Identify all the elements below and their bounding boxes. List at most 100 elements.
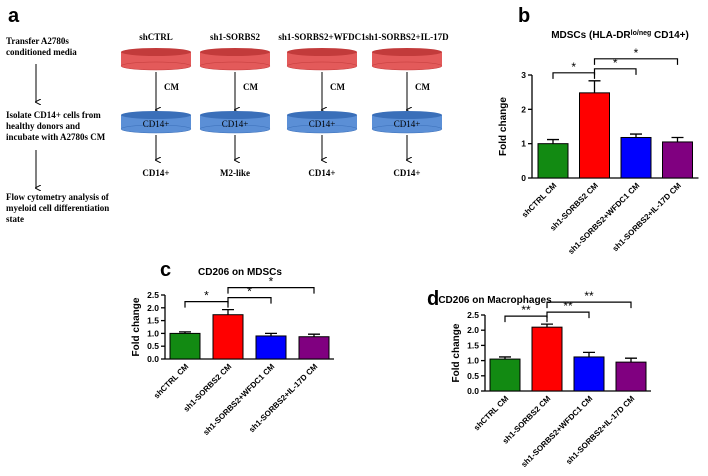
y-tick-label: 0.0 xyxy=(147,354,159,364)
significance-bracket xyxy=(593,58,679,65)
y-tick-label: 2.5 xyxy=(467,310,479,320)
title-part: lo/neg xyxy=(631,30,652,37)
cell-dish-bottom xyxy=(371,124,443,134)
error-bar xyxy=(625,357,637,363)
y-tick-label: 1.5 xyxy=(467,340,479,350)
error-bar xyxy=(499,356,511,360)
error-bar xyxy=(265,332,277,336)
cell-label: CD14+ xyxy=(394,119,421,129)
y-tick-label: 1.0 xyxy=(467,356,479,366)
cell-dish-bottom xyxy=(120,124,192,134)
bar xyxy=(169,332,201,360)
significance-bracket xyxy=(504,315,548,323)
significance-label: ** xyxy=(521,303,531,317)
step-text: Flow cytometry analysis of xyxy=(6,192,110,202)
x-tick-label: sh1-SORBS2+IL-17D CM xyxy=(564,394,636,466)
bar xyxy=(212,314,244,360)
error-bar xyxy=(588,80,601,93)
title-part: CD14+) xyxy=(651,30,689,41)
bar xyxy=(620,136,652,179)
chart-title: MDSCs (HLA-DRlo/neg CD14+) xyxy=(551,30,689,42)
cell-label: CD14+ xyxy=(309,119,336,129)
y-tick-label: 2.0 xyxy=(147,303,159,313)
outcome-label: CD14+ xyxy=(393,168,420,178)
x-tick-label: shCTRL CM xyxy=(472,394,511,433)
bar xyxy=(573,356,605,392)
step-text: incubate with A2780s CM xyxy=(6,132,106,142)
error-bar xyxy=(547,138,559,144)
chart-title: CD206 on MDSCs xyxy=(198,267,282,278)
panel-letter: c xyxy=(160,259,171,281)
significance-label: * xyxy=(613,56,618,70)
significance-label: ** xyxy=(563,299,573,313)
panel-letter: b xyxy=(518,5,530,27)
bar xyxy=(298,336,330,360)
group-label: sh1-SORBS2 xyxy=(210,32,261,42)
y-tick-label: 3 xyxy=(521,70,526,80)
cm-label: CM xyxy=(330,82,345,92)
significance-label: * xyxy=(204,289,209,303)
significance-label: * xyxy=(571,60,576,74)
cell-dish-bottom xyxy=(199,124,271,134)
medium-dish-bottom xyxy=(120,61,192,71)
y-tick-label: 0.0 xyxy=(467,386,479,396)
y-tick-label: 1.0 xyxy=(147,328,159,338)
cell-dish-top xyxy=(287,111,357,119)
bar xyxy=(531,326,563,392)
medium-dish-top xyxy=(121,48,191,56)
significance-bracket xyxy=(546,311,590,319)
y-tick-label: 2.5 xyxy=(147,290,159,300)
step-text: conditioned media xyxy=(6,47,77,57)
group-label: sh1-SORBS2+WFDC1 xyxy=(278,32,366,42)
panel-letter: a xyxy=(8,5,20,27)
significance-label: * xyxy=(634,46,639,60)
error-bar xyxy=(308,333,320,337)
outcome-label: CD14+ xyxy=(142,168,169,178)
step-text: Isolate CD14+ cells from xyxy=(6,110,101,120)
y-axis-label: Fold change xyxy=(131,297,142,356)
y-axis-label: Fold change xyxy=(451,323,462,382)
step-text: Transfer A2780s xyxy=(6,36,69,46)
cell-dish-top xyxy=(372,111,442,119)
significance-bracket xyxy=(552,72,596,79)
medium-dish-top xyxy=(372,48,442,56)
significance-bracket xyxy=(593,68,637,75)
significance-bracket xyxy=(227,296,272,304)
medium-dish-bottom xyxy=(286,61,358,71)
bar xyxy=(615,361,647,392)
outcome-label: M2-like xyxy=(220,168,250,178)
medium-dish-top xyxy=(287,48,357,56)
x-tick-label: sh1-SORBS2+IL-17D CM xyxy=(611,181,683,253)
significance-bracket xyxy=(227,286,315,294)
y-tick-label: 1.5 xyxy=(147,316,159,326)
bar xyxy=(537,143,569,179)
significance-bracket xyxy=(546,301,632,309)
bar xyxy=(662,141,693,179)
cell-dish-bottom xyxy=(286,124,358,134)
error-bar xyxy=(222,308,234,315)
cell-label: CD14+ xyxy=(143,119,170,129)
significance-label: * xyxy=(247,285,252,299)
medium-dish-bottom xyxy=(371,61,443,71)
x-tick-label: sh1-SORBS2+WFDC1 CM xyxy=(201,362,276,437)
group-label: shCTRL xyxy=(139,32,173,42)
y-tick-label: 1 xyxy=(521,139,526,149)
error-bar xyxy=(179,331,191,334)
x-tick-label: sh1-SORBS2+WFDC1 CM xyxy=(566,181,641,256)
y-axis-label: Fold change xyxy=(498,97,509,156)
cell-label: CD14+ xyxy=(222,119,249,129)
step-text: healthy donors and xyxy=(6,121,80,131)
y-tick-label: 0.5 xyxy=(467,371,479,381)
error-bar xyxy=(541,323,553,328)
bar xyxy=(255,335,287,360)
step-text: myeloid cell differentiation xyxy=(6,203,109,213)
cell-dish-top xyxy=(121,111,191,119)
group-label: sh1-SORBS2+IL-17D xyxy=(365,32,449,42)
y-tick-label: 0 xyxy=(521,173,526,183)
cm-label: CM xyxy=(415,82,430,92)
y-tick-label: 2 xyxy=(521,104,526,114)
x-tick-label: shCTRL CM xyxy=(152,362,191,401)
outcome-label: CD14+ xyxy=(308,168,335,178)
significance-label: ** xyxy=(584,289,594,303)
